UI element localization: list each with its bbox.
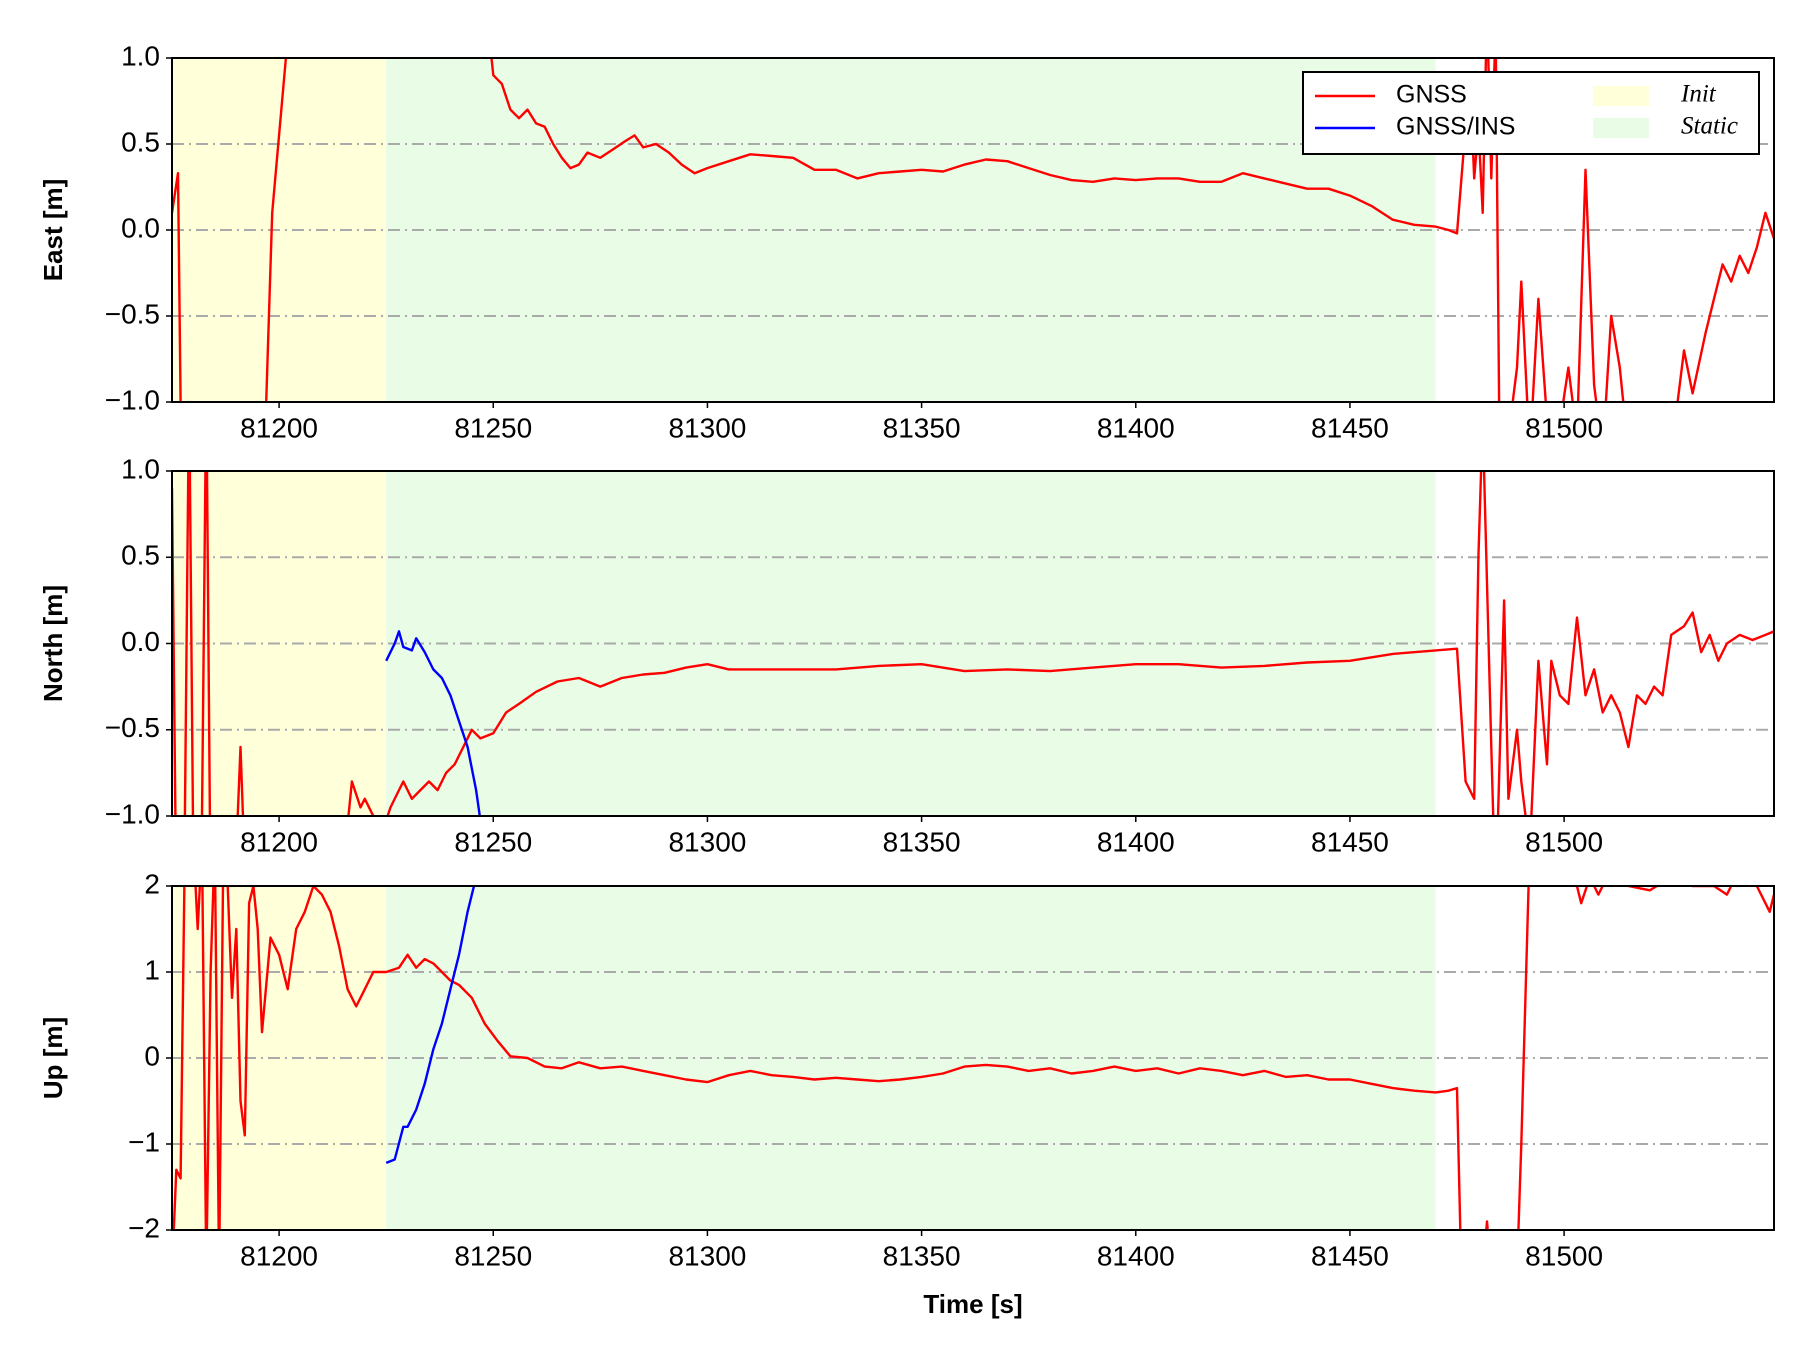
series-line — [385, 630, 481, 816]
y-tick-label: −1.0 — [105, 384, 160, 415]
legend-frame — [1302, 71, 1760, 155]
y-tick-label: 0.5 — [121, 540, 160, 571]
y-tick-label: 2 — [144, 868, 160, 899]
plot-area — [172, 58, 1774, 402]
x-tick-label: 81500 — [1525, 1240, 1603, 1271]
x-tick-label: 81250 — [454, 1240, 532, 1271]
axes-frame — [171, 57, 1775, 403]
x-tick-label: 81350 — [883, 826, 961, 857]
x-tick-label: 81350 — [883, 412, 961, 443]
x-tick-label: 81300 — [668, 826, 746, 857]
series-line — [172, 886, 1774, 1230]
legend-swatch — [1593, 86, 1649, 106]
y-axis-label: North [m] — [38, 585, 68, 702]
legend-label: GNSS/INS — [1396, 113, 1515, 141]
series-line — [385, 886, 476, 1165]
x-tick-label: 81450 — [1311, 826, 1389, 857]
plot-area — [172, 471, 1774, 816]
y-tick-label: 1.0 — [121, 453, 160, 484]
y-tick-label: 0.5 — [121, 126, 160, 157]
x-tick-label: 81200 — [240, 412, 318, 443]
x-tick-label: 81250 — [454, 412, 532, 443]
legend-label: GNSS — [1396, 81, 1467, 109]
y-tick-label: 1 — [144, 954, 160, 985]
x-tick-label: 81250 — [454, 826, 532, 857]
x-tick-label: 81300 — [668, 1240, 746, 1271]
x-tick-label: 81400 — [1097, 826, 1175, 857]
x-tick-label: 81200 — [240, 826, 318, 857]
axes-frame — [171, 885, 1775, 1231]
legend: GNSS GNSS/INS Init Static — [1302, 71, 1760, 155]
x-tick-label: 81450 — [1311, 1240, 1389, 1271]
x-axis-label: Time [s] — [923, 1289, 1022, 1319]
x-tick-label: 81200 — [240, 1240, 318, 1271]
x-tick-label: 81500 — [1525, 412, 1603, 443]
y-tick-label: −0.5 — [105, 712, 160, 743]
series-line — [172, 58, 1774, 402]
axes-frame — [171, 470, 1775, 817]
x-tick-label: 81400 — [1097, 1240, 1175, 1271]
plot-area — [172, 886, 1774, 1230]
x-tick-label: 81350 — [883, 1240, 961, 1271]
y-tick-label: 0.0 — [121, 212, 160, 243]
y-axis-label: East [m] — [38, 179, 68, 282]
x-tick-label: 81500 — [1525, 826, 1603, 857]
y-tick-label: 1.0 — [121, 40, 160, 71]
y-tick-label: −0.5 — [105, 298, 160, 329]
series-line — [172, 471, 1774, 816]
legend-swatch — [1593, 118, 1649, 138]
y-tick-label: −1.0 — [105, 798, 160, 829]
y-tick-label: −2 — [128, 1212, 160, 1243]
x-tick-label: 81450 — [1311, 412, 1389, 443]
y-tick-label: 0 — [144, 1040, 160, 1071]
legend-label: Static — [1681, 113, 1738, 140]
legend-label: Init — [1680, 81, 1717, 108]
y-tick-label: 0.0 — [121, 626, 160, 657]
y-tick-label: −1 — [128, 1126, 160, 1157]
y-axis-label: Up [m] — [38, 1017, 68, 1099]
x-tick-label: 81400 — [1097, 412, 1175, 443]
x-tick-label: 81300 — [668, 412, 746, 443]
